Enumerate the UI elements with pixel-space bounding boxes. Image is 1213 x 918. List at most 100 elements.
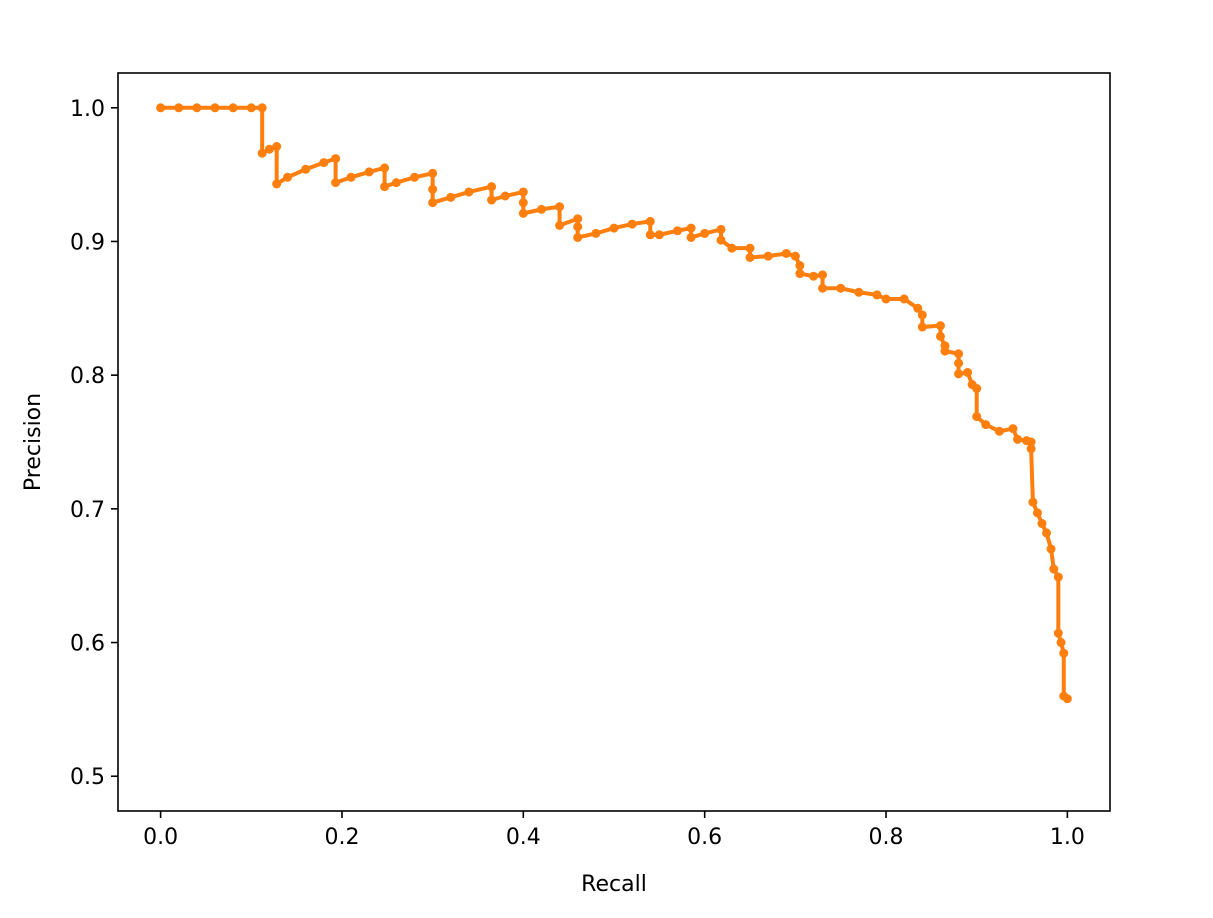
pr-curve-point — [981, 420, 991, 430]
pr-curve-point — [609, 223, 619, 233]
series-layer — [156, 103, 1072, 704]
y-tick-label: 0.8 — [70, 364, 105, 389]
pr-curve-point — [1056, 638, 1066, 648]
pr-curve-point — [627, 219, 637, 229]
pr-curve-point — [940, 346, 950, 356]
pr-curve-point — [881, 294, 891, 304]
pr-curve-point — [1042, 528, 1052, 538]
pr-curve-point — [899, 294, 909, 304]
pr-curve-point — [781, 248, 791, 258]
pr-curve-point — [645, 216, 655, 226]
pr-curve-point — [500, 191, 510, 201]
pr-curve-point — [972, 384, 982, 394]
pr-curve-point — [192, 103, 202, 113]
pr-curve-point — [174, 103, 184, 113]
pr-curve-point — [428, 184, 438, 194]
pr-curve-point — [246, 103, 256, 113]
pr-curve-point — [380, 163, 390, 173]
pr-curve-point — [716, 235, 726, 245]
pr-curve-point — [917, 310, 927, 320]
pr-curve-point — [283, 172, 293, 182]
pr-curve-point — [428, 168, 438, 178]
pr-curve-point — [1028, 497, 1038, 507]
pr-curve-point — [872, 290, 882, 300]
pr-curve-point — [518, 208, 528, 218]
pr-curve-point — [331, 178, 341, 188]
pr-curve-point — [331, 154, 341, 164]
pr-curve-point — [573, 232, 583, 242]
x-tick-label: 0.2 — [324, 825, 359, 850]
pr-curve-point — [272, 179, 282, 189]
pr-curve-point — [518, 187, 528, 197]
pr-curve-point — [994, 426, 1004, 436]
pr-curve-point — [686, 232, 696, 242]
pr-curve-point — [464, 187, 474, 197]
y-tick-label: 0.7 — [70, 498, 105, 523]
y-tick-label: 0.9 — [70, 230, 105, 255]
y-axis-label: Precision — [21, 393, 46, 491]
pr-curve-point — [573, 214, 583, 224]
pr-curve-point — [745, 243, 755, 253]
pr-curve-point — [410, 172, 420, 182]
pr-curve-point — [1053, 628, 1063, 638]
pr-curve-point — [790, 251, 800, 261]
pr-curve-point — [836, 283, 846, 293]
y-tick-label: 1.0 — [70, 97, 105, 122]
pr-curve-point — [972, 412, 982, 422]
pr-curve-point — [210, 103, 220, 113]
x-tick-label: 0.6 — [687, 825, 722, 850]
pr-curve-point — [1062, 694, 1072, 704]
pr-curve-point — [672, 226, 682, 236]
pr-curve-point — [818, 270, 828, 280]
pr-curve-point — [645, 230, 655, 240]
pr-curve-point — [591, 228, 601, 238]
pr-curve-point — [272, 142, 282, 152]
pr-curve-point — [963, 367, 973, 377]
pr-curve-point — [654, 230, 664, 240]
pr-curve-line — [160, 105, 1069, 701]
y-tick-label: 0.5 — [70, 765, 105, 790]
pr-curve-point — [391, 178, 401, 188]
x-tick-label: 0.0 — [143, 825, 178, 850]
pr-curve-point — [364, 167, 374, 177]
pr-curve-point — [795, 269, 805, 279]
pr-curve-point — [1059, 648, 1069, 658]
y-tick-label: 0.6 — [70, 632, 105, 657]
pr-curve-point — [257, 103, 267, 113]
pr-curve-point — [716, 224, 726, 234]
pr-curve-point — [518, 198, 528, 208]
pr-curve-point — [257, 148, 267, 158]
pr-curve-point — [727, 243, 737, 253]
pr-curve-point — [700, 228, 710, 238]
pr-curve-point — [954, 349, 964, 359]
pr-curve-point — [1013, 434, 1023, 444]
pr-curve-point — [913, 303, 923, 313]
x-tick-label: 0.4 — [506, 825, 541, 850]
pr-curve-point — [301, 164, 311, 174]
pr-curve-point — [808, 271, 818, 281]
pr-curve-point — [763, 251, 773, 261]
pr-curve-point — [854, 287, 864, 297]
pr-curve-point — [228, 103, 238, 113]
pr-curve-point — [935, 321, 945, 331]
pr-curve-point — [1053, 572, 1063, 582]
pr-curve-point — [446, 192, 456, 202]
pr-curve-point — [1037, 519, 1047, 529]
x-tick-label: 0.8 — [869, 825, 904, 850]
pr-curve-point — [1049, 564, 1059, 574]
pr-curve-point — [487, 195, 497, 205]
x-axis-label: Recall — [581, 872, 647, 897]
pr-curve-point — [1032, 508, 1042, 518]
pr-curve-point — [487, 182, 497, 192]
pr-curve-point — [1046, 544, 1056, 554]
pr-curve-point — [1008, 424, 1018, 434]
pr-curve-point — [380, 182, 390, 192]
pr-curve-point — [555, 220, 565, 230]
pr-curve-point — [1026, 444, 1036, 454]
pr-curve-point — [156, 103, 166, 113]
pr-curve-point — [954, 358, 964, 368]
pr-curve-point — [954, 369, 964, 379]
pr-curve-point — [428, 198, 438, 208]
